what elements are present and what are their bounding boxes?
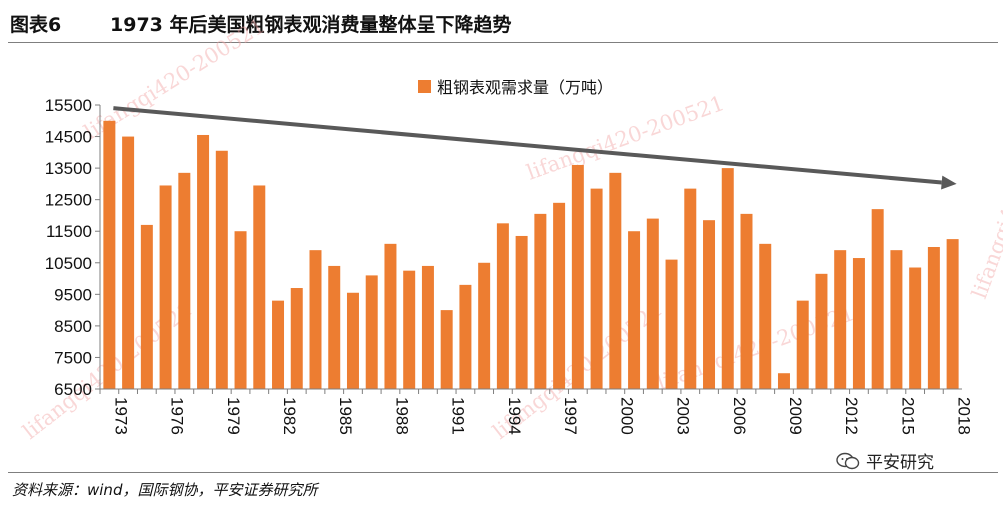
x-tick-label: 1994 (505, 397, 524, 435)
bar-1996 (534, 213, 547, 389)
x-tick-label: 2000 (617, 397, 636, 435)
bar-1993 (478, 262, 491, 389)
x-tick-label: 1973 (111, 397, 130, 435)
x-tick-label: 1982 (280, 397, 299, 435)
bars-layer (103, 120, 959, 389)
bar-1979 (215, 150, 228, 389)
brand-mark: 平安研究 (836, 448, 934, 473)
bar-2003 (665, 259, 678, 389)
y-tick-label: 14500 (45, 128, 92, 147)
y-tick-label: 9500 (54, 285, 92, 304)
bar-1978 (197, 134, 210, 389)
bar-2015 (890, 250, 903, 389)
bar-1982 (272, 300, 285, 389)
bar-1976 (159, 185, 172, 389)
bar-1999 (590, 188, 603, 389)
figure-title: 1973 年后美国粗钢表观消费量整体呈下降趋势 (110, 14, 512, 36)
figure-number: 图表6 (10, 14, 62, 36)
legend-label: 粗钢表观需求量（万吨） (437, 78, 613, 97)
bar-2006 (721, 168, 734, 389)
axes-layer: 6500 7500 8500 9500 10500 11500 12500 13500 1450… (45, 96, 974, 435)
bar-1997 (553, 202, 566, 389)
legend-swatch (418, 80, 431, 93)
bar-1992 (459, 284, 472, 389)
bar-1980 (234, 231, 247, 389)
y-tick-label: 10500 (45, 254, 92, 273)
bar-2018 (946, 239, 959, 389)
bar-chart: lifangqi420-200521 lifangqi420-200521lifa… (18, 14, 1003, 444)
bar-1990 (421, 265, 434, 389)
y-tick-label: 12500 (45, 191, 92, 210)
y-tick-label: 13500 (45, 159, 92, 178)
bar-2004 (684, 188, 697, 389)
bar-1984 (309, 250, 322, 389)
bar-1989 (403, 270, 416, 389)
x-tick-label: 1991 (449, 397, 468, 435)
bar-2005 (703, 220, 716, 389)
bar-1975 (140, 224, 153, 389)
bar-2017 (927, 247, 940, 389)
bottom-rule (8, 472, 998, 473)
bar-1973 (103, 120, 116, 389)
bar-2002 (646, 218, 659, 389)
bar-1987 (365, 275, 378, 389)
y-tick-label: 15500 (45, 96, 92, 115)
x-tick-label: 2009 (786, 397, 805, 435)
top-rule (8, 42, 998, 43)
bar-2007 (740, 213, 753, 389)
bar-2008 (759, 243, 772, 389)
x-tick-label: 2006 (730, 397, 749, 435)
bar-1994 (496, 223, 509, 389)
header: 图表6 1973 年后美国粗钢表观消费量整体呈下降趋势 (0, 0, 1003, 42)
brand-label: 平安研究 (866, 453, 934, 473)
bar-2001 (628, 231, 641, 389)
watermark-text: lifangqi420-200521 (524, 91, 728, 185)
bar-2011 (815, 273, 828, 389)
x-tick-label: 2018 (955, 397, 974, 435)
bar-2000 (609, 172, 622, 389)
bar-2016 (909, 267, 922, 389)
x-tick-label: 2003 (674, 397, 693, 435)
x-tick-label: 1979 (224, 397, 243, 435)
bar-2012 (834, 250, 847, 389)
y-tick-label: 6500 (54, 380, 92, 399)
trend-line (113, 106, 942, 185)
y-tick-label: 8500 (54, 317, 92, 336)
trend-arrowhead (941, 175, 957, 190)
source-note: 资料来源：wind，国际钢协，平安证券研究所 (12, 481, 318, 499)
bar-2009 (777, 373, 790, 389)
bar-2014 (871, 209, 884, 389)
y-tick-label: 11500 (46, 222, 92, 241)
bar-1988 (384, 243, 397, 389)
bar-1981 (253, 185, 266, 389)
bar-1985 (328, 265, 341, 389)
bar-1986 (346, 292, 359, 389)
bar-1977 (178, 172, 191, 389)
x-tick-label: 2015 (898, 397, 917, 435)
bar-2010 (796, 300, 809, 389)
chat-bubbles-icon (836, 452, 860, 469)
legend: 粗钢表观需求量（万吨） (418, 78, 613, 97)
bar-1995 (515, 235, 528, 389)
bar-1983 (290, 288, 303, 389)
bar-1991 (440, 310, 453, 389)
bar-2013 (852, 258, 865, 389)
trend-layer (113, 106, 957, 190)
x-tick-label: 1997 (561, 397, 580, 435)
x-tick-label: 1988 (392, 397, 411, 435)
bar-1974 (122, 136, 135, 389)
x-tick-label: 2012 (842, 397, 861, 435)
watermark-text: lifangqi420-200521 (967, 98, 1003, 302)
x-tick-label: 1976 (168, 397, 187, 435)
x-tick-label: 1985 (336, 397, 355, 435)
bar-1998 (571, 164, 584, 389)
y-tick-label: 7500 (54, 348, 92, 367)
